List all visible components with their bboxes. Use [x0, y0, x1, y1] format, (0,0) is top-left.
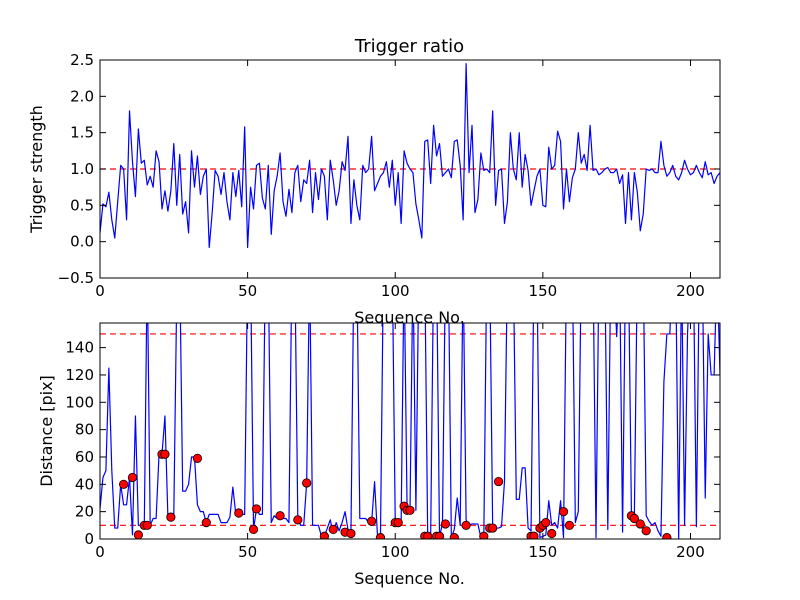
- bot-marker-point: [275, 511, 285, 521]
- bot-marker-point: [375, 533, 386, 539]
- bot-marker-point: [529, 531, 539, 539]
- bot-marker-point: [367, 516, 377, 526]
- bot-marker-point: [319, 531, 329, 539]
- bot-marker-point: [234, 508, 244, 518]
- bot-marker-point: [449, 533, 459, 539]
- bot-y-tick-label: 120: [65, 366, 94, 384]
- bot-marker-point: [629, 513, 639, 524]
- bottom-chart: 0 50 100 150 200 0 20 40 60 80 100 120 140 Sequence …: [37, 322, 721, 588]
- bot-marker-point: [635, 519, 645, 529]
- bot-x-tick-label: 50: [238, 543, 257, 561]
- bot-marker-point: [142, 520, 152, 530]
- top-y-tick-label: 1.0: [70, 160, 94, 178]
- bot-marker-point: [547, 528, 557, 539]
- bot-y-tick-label: 40: [75, 475, 94, 493]
- bottom-axes-frame: [99, 322, 721, 540]
- bot-marker-point: [405, 505, 415, 515]
- top-series-line: [100, 63, 720, 249]
- bot-marker-point: [440, 519, 451, 529]
- bot-y-tick-label: 140: [65, 339, 94, 357]
- bot-marker-point: [393, 517, 403, 528]
- top-chart: Trigger ratio 0 50 100 150 200 −0.5 0.0 0.5 1.0 1…: [27, 36, 721, 327]
- bot-marker-point: [192, 453, 203, 463]
- top-y-tick-label: −0.5: [58, 269, 94, 287]
- bot-marker-point: [127, 472, 138, 483]
- bot-marker-point: [564, 520, 575, 530]
- bottom-x-axis-label: Sequence No.: [354, 569, 465, 588]
- bot-marker-point: [251, 504, 262, 514]
- bot-marker-point: [201, 517, 211, 528]
- top-x-tick-label: 50: [238, 282, 257, 300]
- bot-marker-point: [160, 449, 170, 459]
- top-y-tick-label: 2.5: [70, 51, 94, 69]
- bot-x-tick-label: 0: [95, 543, 105, 561]
- top-y-tick-label: 1.5: [70, 124, 94, 142]
- bot-series-line: [100, 323, 720, 539]
- bot-x-tick-label: 150: [529, 543, 558, 561]
- bot-y-tick-label: 20: [75, 503, 94, 521]
- bot-marker-point: [662, 533, 672, 539]
- bot-marker-point: [479, 531, 489, 539]
- top-x-tick-label: 200: [676, 282, 705, 300]
- bot-marker-point: [166, 512, 176, 522]
- bot-y-tick-label: 100: [65, 393, 94, 411]
- bot-x-tick-label: 200: [676, 543, 705, 561]
- bot-marker-point: [461, 520, 471, 530]
- bot-marker-point: [133, 530, 143, 539]
- bot-marker-point: [248, 524, 259, 535]
- bot-y-tick-label: 60: [75, 448, 94, 466]
- bot-marker-point: [641, 526, 651, 536]
- bot-marker-point: [302, 478, 312, 488]
- top-plot-area: [100, 63, 720, 249]
- bot-x-tick-label: 100: [381, 543, 410, 561]
- bot-marker-point: [541, 517, 551, 528]
- bottom-plot-area: [100, 323, 720, 539]
- top-x-tick-label: 0: [95, 282, 105, 300]
- bot-marker-point: [119, 479, 129, 489]
- bot-marker-point: [423, 531, 433, 539]
- bot-marker-point: [493, 476, 504, 487]
- bot-marker-point: [346, 528, 356, 539]
- top-axes-frame: [99, 59, 721, 279]
- top-chart-title: Trigger ratio: [354, 36, 464, 57]
- bot-marker-point: [434, 531, 445, 539]
- top-y-tick-label: 0.5: [70, 196, 94, 214]
- bot-marker-point: [293, 515, 303, 525]
- top-y-tick-label: 0.0: [70, 233, 94, 251]
- top-x-tick-label: 150: [529, 282, 558, 300]
- bot-y-tick-label: 80: [75, 421, 94, 439]
- bot-y-tick-label: 0: [84, 530, 94, 548]
- bot-marker-point: [558, 507, 569, 517]
- top-x-tick-label: 100: [381, 282, 410, 300]
- top-x-axis-label: Sequence No.: [354, 308, 465, 327]
- bottom-y-axis-label: Distance [pix]: [37, 375, 56, 487]
- bot-marker-point: [328, 524, 338, 535]
- top-y-tick-label: 2.0: [70, 87, 94, 105]
- top-y-axis-label: Trigger strength: [27, 105, 46, 234]
- bot-marker-point: [488, 523, 498, 533]
